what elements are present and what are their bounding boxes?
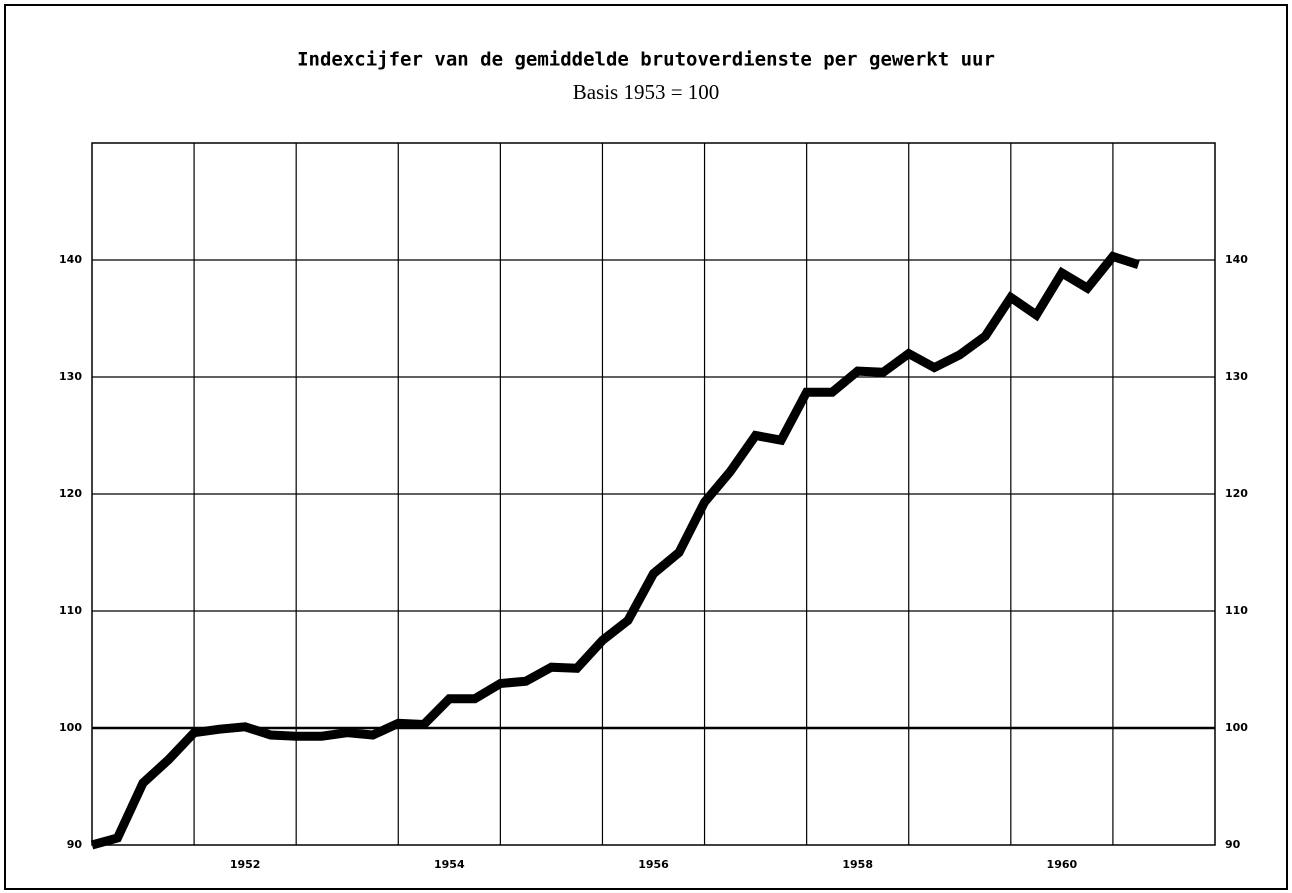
y-tick-label: 120 <box>59 487 82 500</box>
y-tick-label: 100 <box>59 721 82 734</box>
page-frame <box>4 4 1288 890</box>
x-tick-label: 1954 <box>434 858 465 871</box>
y-tick-label: 130 <box>59 370 82 383</box>
y-tick-label: 110 <box>59 604 82 617</box>
x-tick-label: 1952 <box>230 858 261 871</box>
y2-tick-label: 120 <box>1225 487 1248 500</box>
x-tick-label: 1960 <box>1047 858 1078 871</box>
x-tick-label: 1958 <box>842 858 873 871</box>
y2-tick-label: 140 <box>1225 253 1248 266</box>
y2-tick-label: 100 <box>1225 721 1248 734</box>
x-tick-label: 1956 <box>638 858 669 871</box>
y-tick-label: 90 <box>67 838 83 851</box>
y-tick-label: 140 <box>59 253 82 266</box>
chart-subtitle: Basis 1953 = 100 <box>573 80 720 104</box>
y2-tick-label: 130 <box>1225 370 1248 383</box>
y2-tick-label: 90 <box>1225 838 1241 851</box>
data-line <box>90 251 1140 850</box>
chart-title: Indexcijfer van de gemiddelde brutoverdi… <box>297 49 995 71</box>
y2-tick-label: 110 <box>1225 604 1248 617</box>
